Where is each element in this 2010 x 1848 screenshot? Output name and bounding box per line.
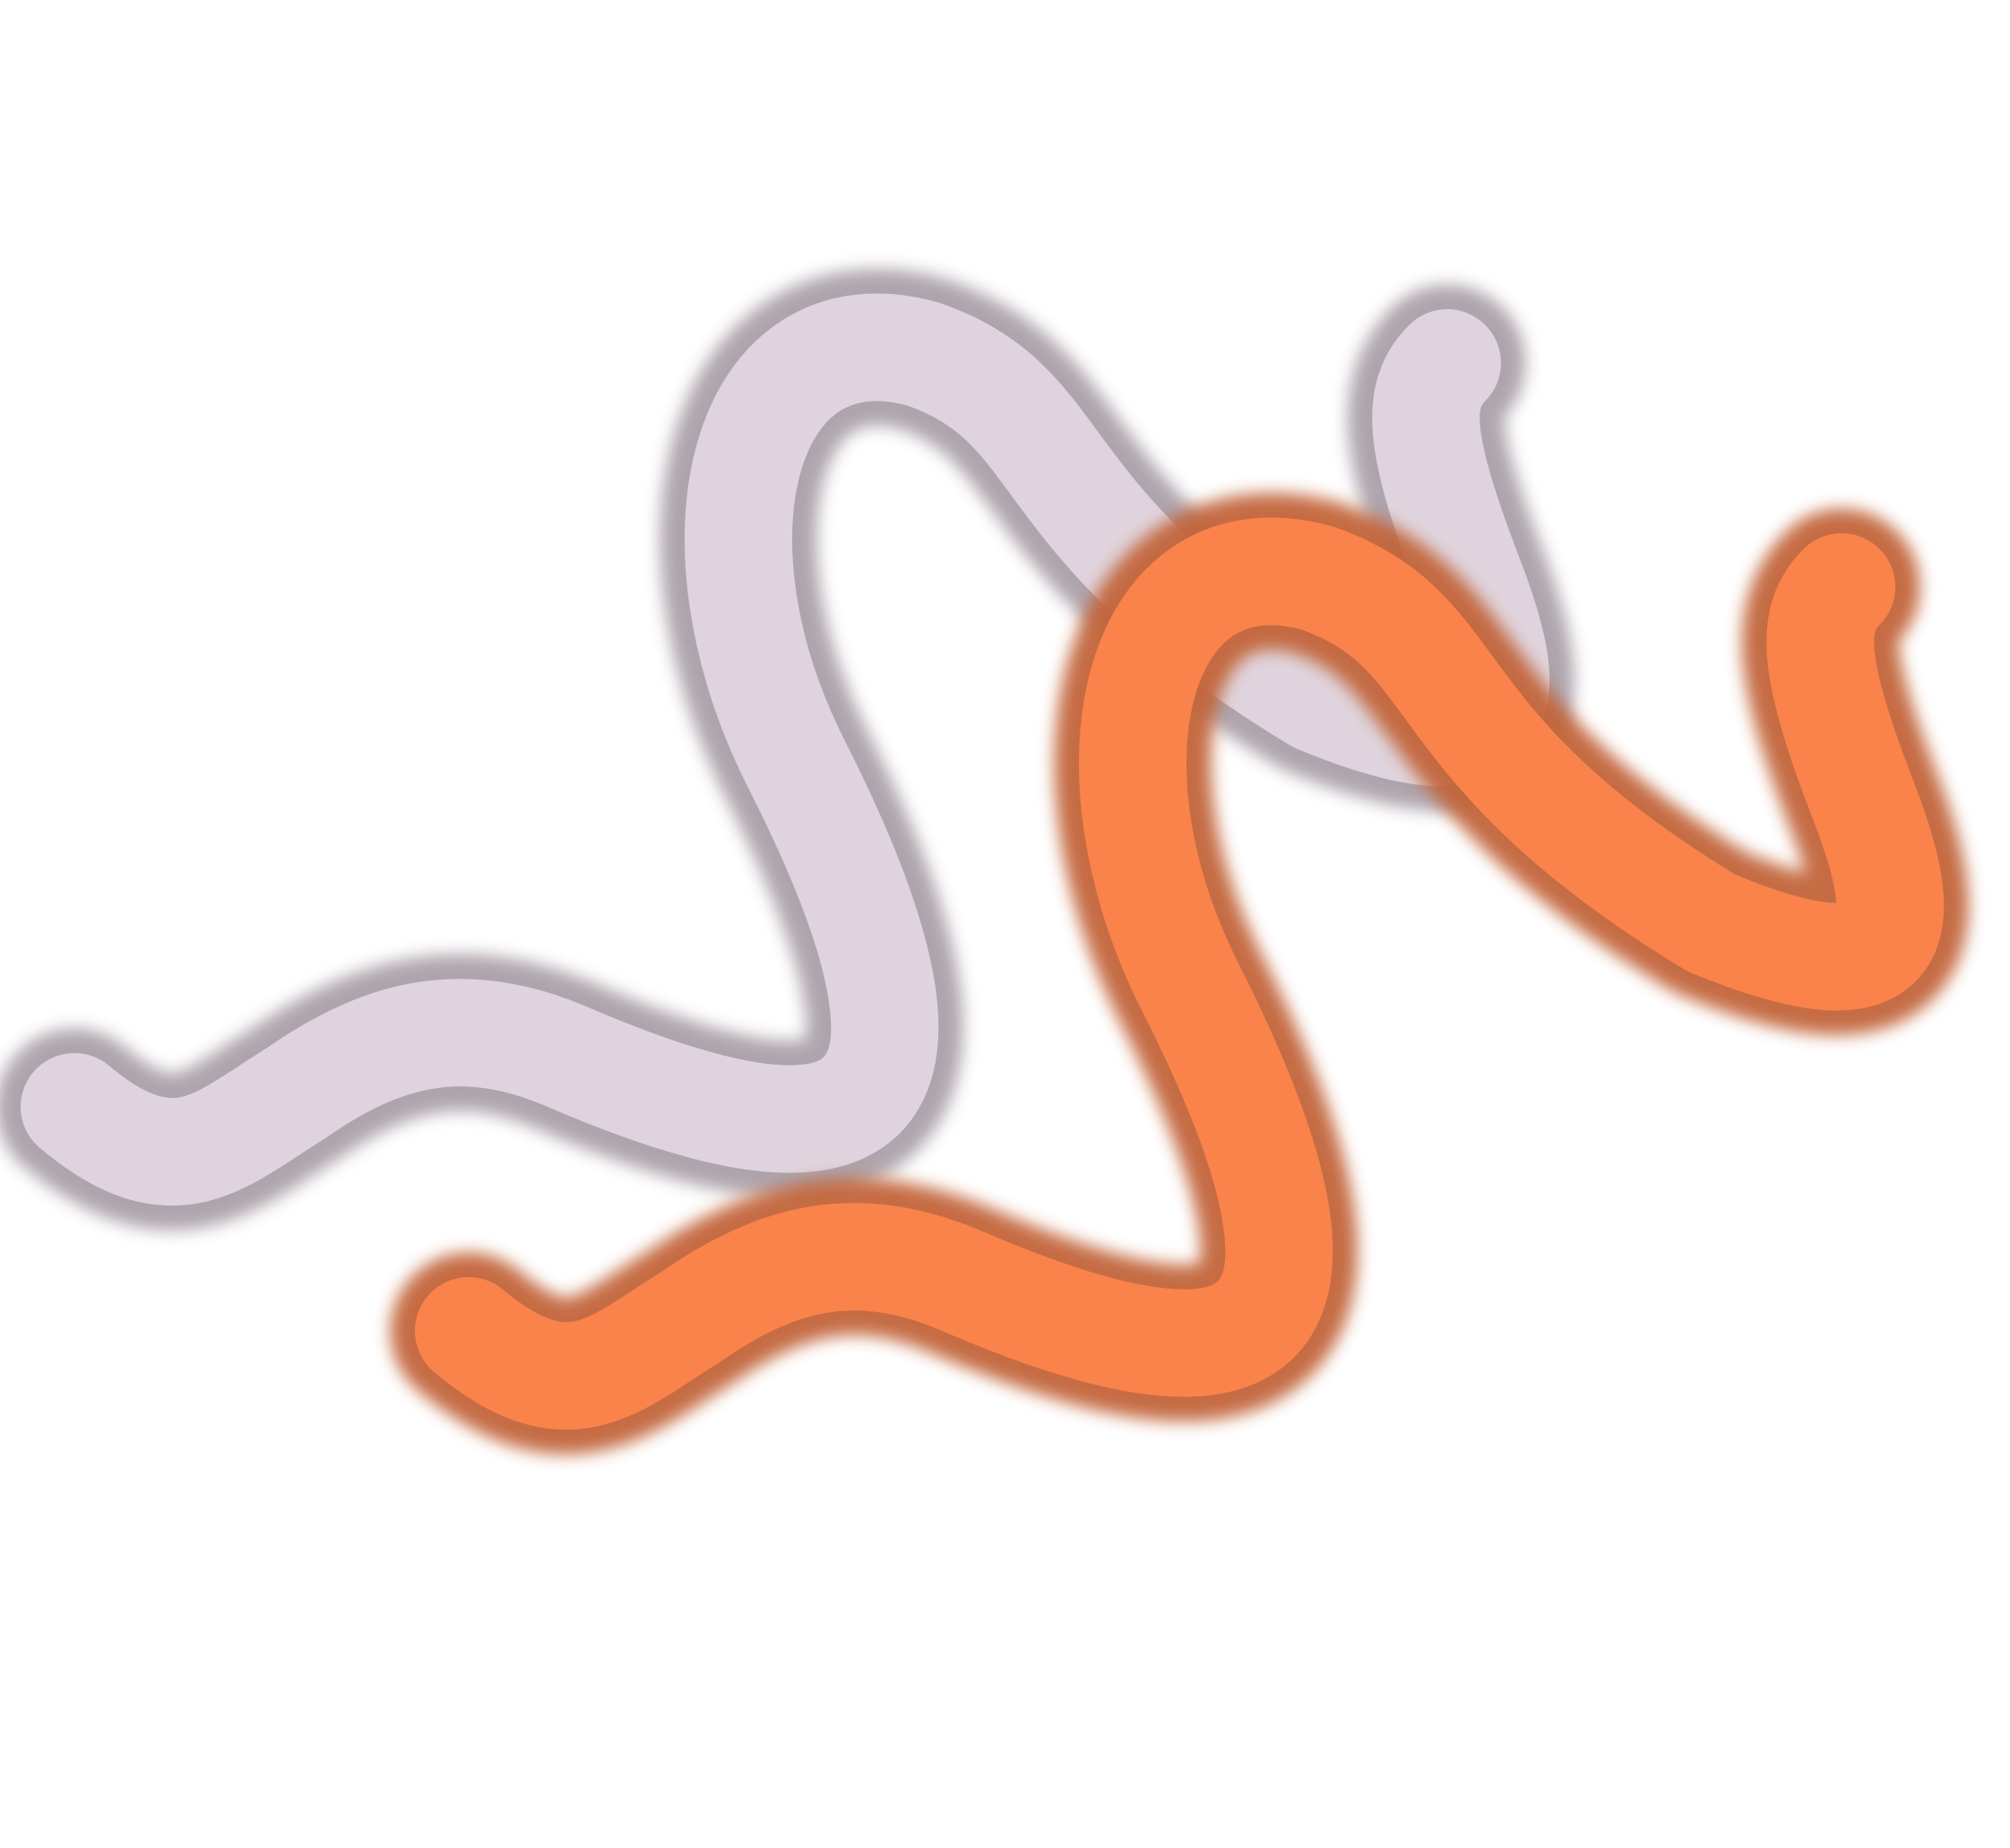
orange-squiggle — [390, 493, 1969, 1455]
orange-squiggle-body — [415, 517, 1945, 1430]
